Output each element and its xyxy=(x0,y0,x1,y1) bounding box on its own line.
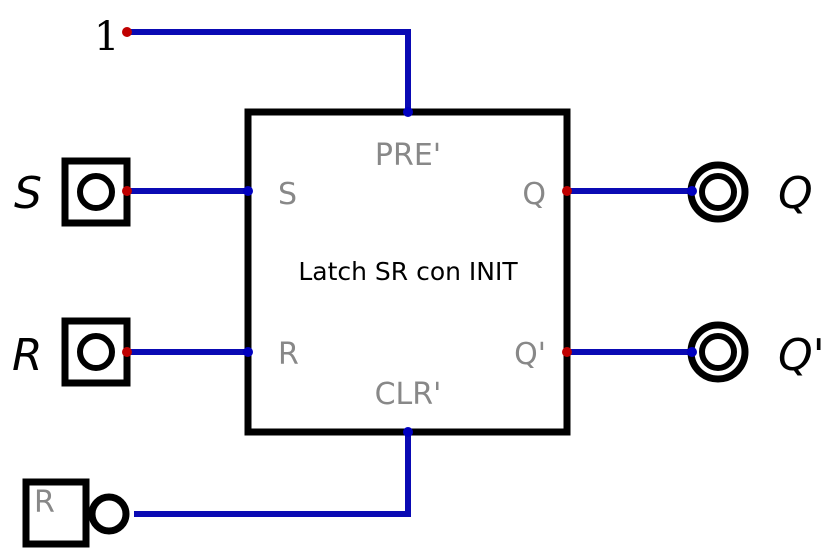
pin-label-pre: PRE' xyxy=(375,138,441,173)
input-s-label: S xyxy=(14,168,42,219)
reset-button-bubble[interactable] xyxy=(88,493,130,535)
pin-label-clr: CLR' xyxy=(375,377,442,412)
pin-label-q: Q xyxy=(522,177,546,212)
dot-q-out xyxy=(562,186,572,196)
dot-pre-in xyxy=(403,107,413,117)
output-q-inner-ring xyxy=(699,173,737,211)
wire-reset-to-clr xyxy=(134,432,411,517)
wire-constant-to-pre xyxy=(127,29,411,112)
constant-one-label: 1 xyxy=(94,14,119,60)
dot-qn-out xyxy=(562,347,572,357)
pin-label-r: R xyxy=(278,337,299,372)
output-qn-label: Q' xyxy=(778,330,825,381)
latch-component-box[interactable] xyxy=(244,108,571,436)
reset-button-label: R xyxy=(34,485,55,520)
dot-q-in xyxy=(687,186,697,196)
dot-s-out xyxy=(122,186,132,196)
pin-label-s: S xyxy=(278,177,297,212)
dot-r-in xyxy=(243,347,253,357)
dot-constant-out xyxy=(122,27,132,37)
reset-button-box[interactable] xyxy=(22,478,90,548)
component-title: Latch SR con INIT xyxy=(298,257,518,286)
input-s-circle[interactable] xyxy=(77,173,115,211)
dot-clr-in xyxy=(403,427,413,437)
input-r-label: R xyxy=(12,330,43,381)
input-r-circle[interactable] xyxy=(77,333,115,371)
dot-qn-in xyxy=(687,347,697,357)
dot-r-out xyxy=(122,347,132,357)
output-qn-inner-ring xyxy=(699,333,737,371)
dot-s-in xyxy=(243,186,253,196)
pin-label-qn: Q' xyxy=(514,337,546,372)
output-q-label: Q xyxy=(778,168,813,219)
